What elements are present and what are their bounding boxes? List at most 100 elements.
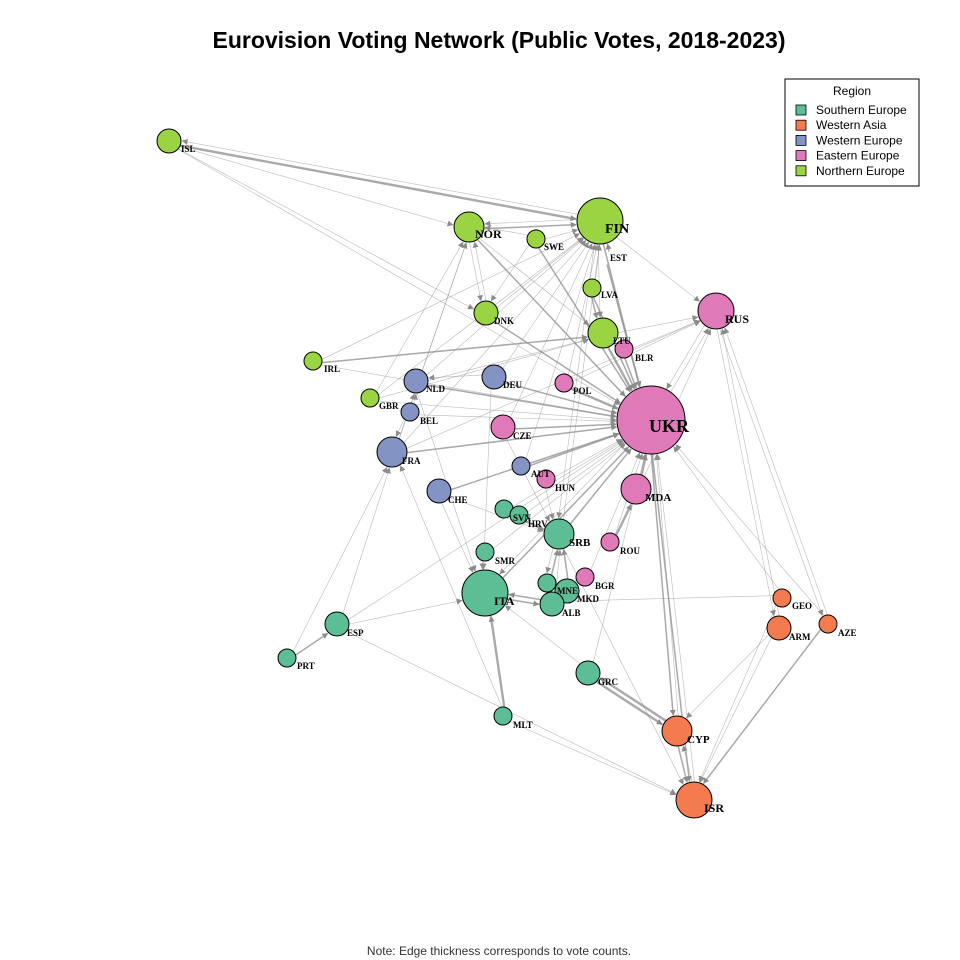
node-irl xyxy=(303,351,323,371)
edge-rus-to-ukr xyxy=(666,325,705,390)
node-label-isl: ISL xyxy=(181,144,196,154)
edge-irl-to-ltu xyxy=(322,334,588,364)
node-label-fra: FRA xyxy=(402,456,421,466)
edge-cze-to-fin xyxy=(510,243,593,418)
node-label-mda: MDA xyxy=(645,492,671,504)
edge-nld-to-ukr xyxy=(427,384,617,419)
node-nld xyxy=(403,368,429,394)
node-label-mkd: MKD xyxy=(577,594,599,604)
node-label-smr: SMR xyxy=(495,556,516,566)
legend-label: Western Asia xyxy=(816,118,887,132)
nodes-layer xyxy=(156,128,838,819)
node-label-ita: ITA xyxy=(494,594,515,608)
node-hrv xyxy=(509,505,529,525)
node-label-srb: SRB xyxy=(569,537,591,549)
edge-fra-to-rus xyxy=(406,320,701,449)
edge-nld-to-fin xyxy=(426,238,584,376)
edge-deu-to-fin xyxy=(502,241,589,369)
edge-rou-to-mda xyxy=(615,503,633,536)
node-swe xyxy=(526,229,546,249)
edge-ltu-to-ukr xyxy=(607,346,633,392)
edge-aut-to-ukr xyxy=(530,432,620,467)
edge-fin-to-isl xyxy=(181,138,578,215)
node-mne xyxy=(537,573,557,593)
node-aut xyxy=(511,456,531,476)
node-label-blr: BLR xyxy=(635,353,654,363)
edge-bel-to-fra xyxy=(395,419,405,437)
edge-blr-to-ukr xyxy=(624,358,638,389)
node-label-bel: BEL xyxy=(420,416,438,426)
edge-aut-to-fin xyxy=(525,244,597,459)
legend-swatch xyxy=(795,165,807,177)
edge-mlt-to-isr xyxy=(510,721,677,796)
edge-ita-to-alb xyxy=(507,598,540,607)
edge-blr-to-rus xyxy=(633,319,700,349)
node-hun xyxy=(536,469,556,489)
edge-dnk-to-fin xyxy=(496,237,584,308)
edge-prt-to-esp xyxy=(295,632,329,656)
node-pol xyxy=(554,373,574,393)
edge-pol-to-ukr xyxy=(570,387,619,410)
legend-swatch xyxy=(795,104,807,116)
legend-swatch xyxy=(795,150,807,161)
node-rou xyxy=(600,532,620,552)
edge-fra-to-fin xyxy=(403,240,587,443)
edge-mlt-to-fra xyxy=(399,465,503,707)
edge-grc-to-cyp xyxy=(596,680,663,726)
node-label-cze: CZE xyxy=(513,431,532,441)
edge-bgr-to-ukr xyxy=(590,452,641,570)
edge-nld-to-ltu xyxy=(428,337,589,381)
edge-mkd-to-srb xyxy=(561,548,569,579)
edge-swe-to-fin xyxy=(545,228,579,240)
edge-ukr-to-cyp xyxy=(650,454,676,716)
node-deu xyxy=(481,364,507,390)
node-isl xyxy=(156,128,182,154)
legend-label: Southern Europe xyxy=(816,103,907,117)
edge-isl-to-ukr xyxy=(177,148,621,405)
edge-cze-to-ukr xyxy=(515,421,617,430)
legend-swatch xyxy=(795,119,807,131)
edges-layer xyxy=(177,138,828,796)
node-label-est: EST xyxy=(610,253,627,263)
node-ukr xyxy=(616,385,686,455)
edge-nor-to-dnk xyxy=(469,242,483,302)
edge-hrv-to-srb xyxy=(525,520,545,531)
edge-pol-to-fin xyxy=(568,244,599,375)
edge-smr-to-ukr xyxy=(493,443,626,549)
legend-swatch xyxy=(795,135,807,146)
node-label-ukr: UKR xyxy=(649,416,690,436)
edge-fra-to-ukr xyxy=(407,424,618,454)
edge-hun-to-srb xyxy=(545,488,555,520)
edge-che-to-ita xyxy=(441,502,474,573)
edge-isr-to-cyp xyxy=(681,745,693,782)
chart-caption: Note: Edge thickness corresponds to vote… xyxy=(367,944,631,958)
node-label-mlt: MLT xyxy=(513,720,533,730)
edge-mne-to-srb xyxy=(550,549,560,576)
edge-gbr-to-ukr xyxy=(378,400,617,423)
node-label-bgr: BGR xyxy=(595,581,615,591)
node-prt xyxy=(277,648,297,668)
node-label-pol: POL xyxy=(573,386,592,396)
node-label-lva: LVA xyxy=(601,290,619,300)
node-label-fin: FIN xyxy=(605,222,629,237)
node-geo xyxy=(772,588,792,608)
edge-pol-to-rus xyxy=(573,320,701,382)
node-label-rus: RUS xyxy=(725,312,749,326)
edge-hun-to-ukr xyxy=(554,439,623,478)
legend-title: Region xyxy=(833,84,871,98)
edge-esp-to-fra xyxy=(342,467,391,614)
edge-fin-to-ukr xyxy=(602,243,642,388)
edge-ltu-to-rus xyxy=(618,315,699,333)
edge-geo-to-ukr xyxy=(673,446,779,590)
edge-cyp-to-isr xyxy=(677,746,689,783)
node-aze xyxy=(818,614,838,634)
node-ita xyxy=(461,569,509,617)
edge-mlt-to-ita xyxy=(488,615,506,707)
node-label-hrv: HRV xyxy=(528,519,548,529)
edge-isl-to-nor xyxy=(179,146,454,227)
edge-srb-to-mne xyxy=(545,547,554,574)
node-lva xyxy=(582,278,602,298)
node-alb xyxy=(539,591,565,617)
node-label-mne: MNE xyxy=(557,586,578,596)
